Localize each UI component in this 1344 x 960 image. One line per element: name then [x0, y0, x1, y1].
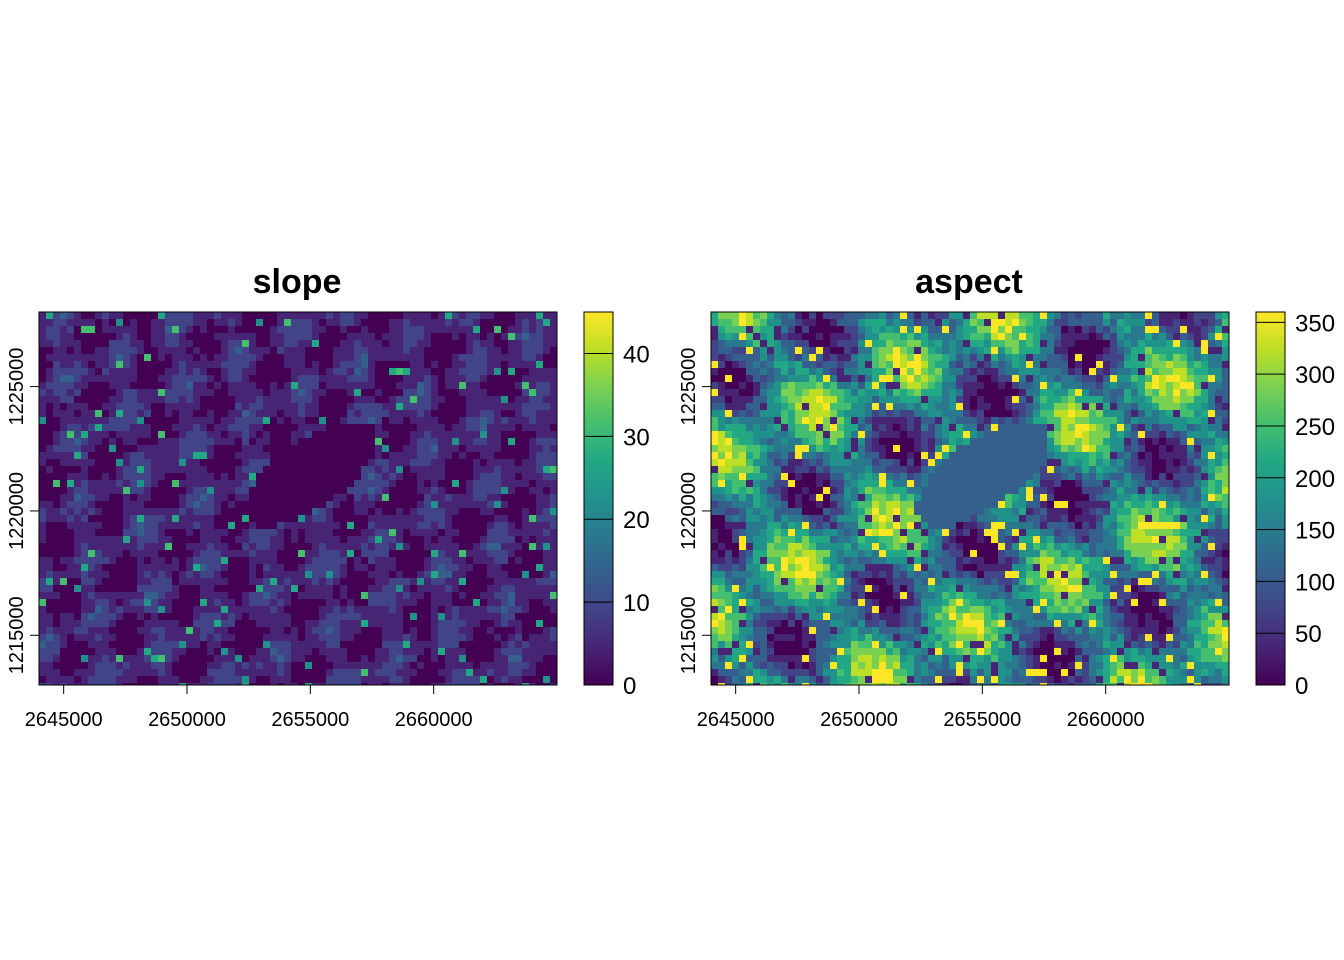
aspect-x-axis: 2645000 2650000 2655000 2660000	[697, 684, 1145, 731]
slope-colorbar-tick-label: 0	[623, 673, 636, 700]
slope-colorbar-tick-label: 40	[623, 341, 650, 368]
aspect-colorbar-ticks: 0 50 100 150 200 250 300 350	[1256, 310, 1335, 700]
aspect-colorbar-tick-label: 100	[1295, 569, 1335, 596]
aspect-raster	[711, 312, 1229, 685]
aspect-x-tick-label: 2650000	[820, 709, 898, 731]
aspect-colorbar-tick-label: 150	[1295, 518, 1335, 545]
aspect-y-tick-label: 1215000	[678, 596, 700, 674]
slope-y-tick-label: 1215000	[6, 596, 28, 674]
slope-colorbar-tick-label: 20	[623, 507, 650, 534]
aspect-colorbar-tick-label: 300	[1295, 362, 1335, 389]
aspect-x-tick-label: 2645000	[697, 709, 775, 731]
aspect-panel: aspect 2645000 2650000 2655000 2660000 1215…	[678, 263, 1335, 731]
aspect-title: aspect	[915, 263, 1023, 301]
aspect-x-tick-label: 2660000	[1067, 709, 1145, 731]
aspect-colorbar-tick-label: 200	[1295, 466, 1335, 493]
aspect-y-axis: 1215000 1220000 1225000	[678, 348, 712, 674]
aspect-y-tick-label: 1225000	[678, 348, 700, 426]
aspect-colorbar-ramp	[1255, 311, 1286, 686]
slope-x-axis: 2645000 2650000 2655000 2660000	[25, 684, 473, 731]
slope-x-tick-label: 2660000	[395, 709, 473, 731]
slope-colorbar-tick-label: 10	[623, 590, 650, 617]
aspect-colorbar-tick-label: 50	[1295, 621, 1322, 648]
slope-colorbar-ticks: 0 10 20 30 40	[584, 341, 650, 700]
slope-y-tick-label: 1220000	[6, 472, 28, 550]
slope-x-tick-label: 2650000	[148, 709, 226, 731]
slope-title: slope	[253, 263, 342, 301]
aspect-colorbar-tick-label: 0	[1295, 673, 1308, 700]
slope-raster	[39, 312, 557, 685]
slope-x-tick-label: 2655000	[271, 709, 349, 731]
aspect-colorbar-tick-label: 250	[1295, 414, 1335, 441]
aspect-y-tick-label: 1220000	[678, 472, 700, 550]
aspect-colorbar-tick-label: 350	[1295, 310, 1335, 337]
slope-colorbar: 0 10 20 30 40	[583, 311, 650, 700]
slope-x-tick-label: 2645000	[25, 709, 103, 731]
aspect-colorbar: 0 50 100 150 200 250 300 350	[1255, 310, 1335, 700]
slope-colorbar-tick-label: 30	[623, 424, 650, 451]
slope-y-axis: 1215000 1220000 1225000	[6, 348, 40, 674]
slope-y-tick-label: 1225000	[6, 348, 28, 426]
slope-colorbar-ramp	[583, 311, 614, 686]
aspect-x-tick-label: 2655000	[943, 709, 1021, 731]
slope-panel: slope 2645000 2650000 2655000 2660000 12150…	[6, 263, 650, 731]
